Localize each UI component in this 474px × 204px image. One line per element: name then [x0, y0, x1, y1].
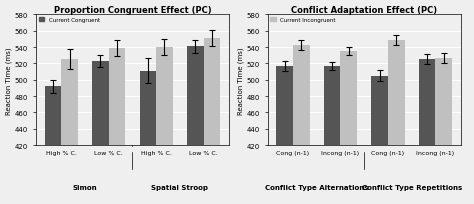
Legend: Current Incongruent: Current Incongruent	[270, 18, 336, 23]
Bar	[156, 48, 173, 204]
Text: Conflict Type Repetitions: Conflict Type Repetitions	[362, 184, 462, 190]
Y-axis label: Reaction Time (ms): Reaction Time (ms)	[237, 47, 244, 114]
Bar	[109, 49, 125, 204]
Legend: Current Congruent: Current Congruent	[38, 18, 100, 23]
Bar	[388, 40, 404, 204]
Bar	[61, 60, 78, 204]
Bar	[371, 76, 388, 204]
Text: Spatial Stroop: Spatial Stroop	[151, 184, 209, 190]
Bar	[436, 58, 452, 204]
Bar	[139, 71, 156, 204]
Bar	[92, 62, 109, 204]
Title: Proportion Congruent Effect (PC): Proportion Congruent Effect (PC)	[54, 6, 211, 14]
Bar	[276, 67, 293, 204]
Bar	[324, 67, 340, 204]
Bar	[45, 87, 61, 204]
Bar	[340, 52, 357, 204]
Title: Conflict Adaptation Effect (PC): Conflict Adaptation Effect (PC)	[291, 6, 438, 14]
Bar	[187, 47, 204, 204]
Text: Simon: Simon	[73, 184, 97, 190]
Y-axis label: Reaction Time (ms): Reaction Time (ms)	[6, 47, 12, 114]
Bar	[204, 39, 220, 204]
Bar	[293, 46, 310, 204]
Bar	[419, 60, 436, 204]
Text: Conflict Type Alternations: Conflict Type Alternations	[265, 184, 368, 190]
